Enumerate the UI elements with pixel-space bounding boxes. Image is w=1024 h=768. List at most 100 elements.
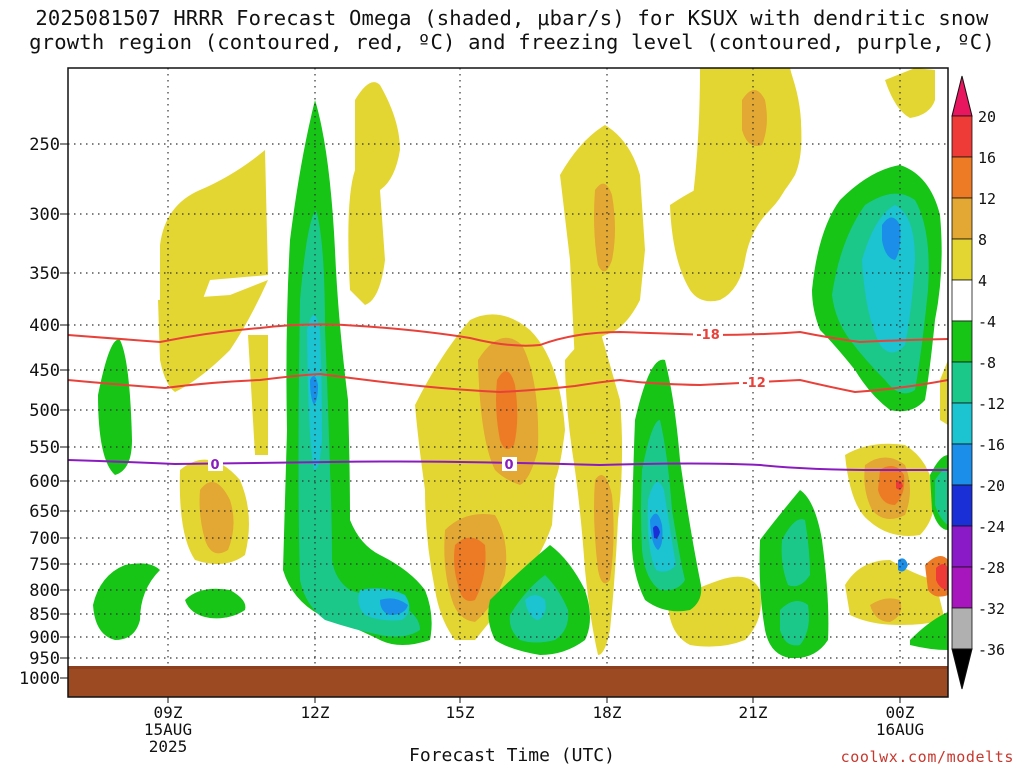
colorbar-label: -24 <box>978 518 1005 536</box>
upward-motion-shade <box>454 537 486 601</box>
colorbar-segment <box>951 361 973 404</box>
colorbar-arrow-bottom <box>951 648 973 690</box>
colorbar-segment <box>951 238 973 281</box>
x-tick-label: 16AUG <box>876 720 924 739</box>
y-tick-label: 800 <box>29 581 60 601</box>
colorbar-segment <box>951 115 973 158</box>
y-tick-label: 350 <box>29 264 60 284</box>
upward-motion-shade <box>878 466 905 505</box>
colorbar-segment <box>951 279 973 322</box>
colorbar-segment <box>951 525 973 568</box>
colorbar-label: -28 <box>978 559 1005 577</box>
upward-motion-shade <box>688 68 802 299</box>
contour-label: -18 <box>696 328 720 343</box>
upward-motion-shade <box>742 90 767 146</box>
x-tick-label: 15Z <box>446 703 475 722</box>
plot-frame <box>67 67 949 698</box>
chart-title: 2025081507 HRRR Forecast Omega (shaded, … <box>0 6 1024 54</box>
colorbar-label: -36 <box>978 641 1005 659</box>
colorbar-label: -20 <box>978 477 1005 495</box>
grid-lines <box>68 68 948 666</box>
colorbar-label: -8 <box>978 354 996 372</box>
downward-motion-shade <box>310 376 318 405</box>
upward-motion-shade <box>348 82 400 305</box>
colorbar-segment <box>951 566 973 609</box>
x-tick-label: 09Z <box>154 703 183 722</box>
y-tick-label: 700 <box>29 529 60 549</box>
upward-motion-shade <box>845 560 945 625</box>
upward-motion-shade <box>160 150 268 320</box>
upward-motion-shade <box>594 183 615 272</box>
contour-line-minus-12 <box>67 372 949 394</box>
y-tick-label: 500 <box>29 401 60 421</box>
title-line-1: 2025081507 HRRR Forecast Omega (shaded, … <box>35 6 989 30</box>
y-tick-label: 1000 <box>19 669 60 689</box>
x-tick-label: 12Z <box>301 703 330 722</box>
x-tick-label: 15AUG <box>144 720 192 739</box>
colorbar-segment <box>951 320 973 363</box>
y-tick-label: 250 <box>29 135 60 155</box>
downward-motion-shade <box>882 217 901 260</box>
x-tick-label: 00Z <box>886 703 915 722</box>
upward-motion-shade <box>940 360 948 425</box>
downward-motion-shade <box>93 563 160 640</box>
x-tick-label: 18Z <box>593 703 622 722</box>
colorbar-segment <box>951 607 973 650</box>
x-tick-label: 21Z <box>739 703 768 722</box>
y-tick-label: 750 <box>29 555 60 575</box>
credit-label: coolwx.com/modelts <box>840 748 1014 766</box>
downward-motion-shade <box>780 601 809 646</box>
y-tick-label: 300 <box>29 205 60 225</box>
y-tick-label: 400 <box>29 316 60 336</box>
upward-motion-shade <box>896 480 903 490</box>
colorbar-label: -12 <box>978 395 1005 413</box>
colorbar: 20 16 12 8 4 -4 -8 -12 -16 -20 -24 -28 -32 -36 <box>951 75 1005 690</box>
colorbar-segment <box>951 197 973 240</box>
upward-motion-shade <box>248 335 268 455</box>
upward-motion-shade <box>158 280 268 392</box>
contours: -18 -12 0 0 <box>67 323 949 473</box>
upward-motion-shade <box>936 564 948 590</box>
contour-label: -12 <box>742 376 766 391</box>
ground-strip <box>68 666 948 697</box>
x-axis-title: Forecast Time (UTC) <box>409 745 615 766</box>
colorbar-arrow-top <box>951 75 973 117</box>
upward-motion-shade <box>885 68 935 118</box>
downward-motion-shade <box>298 210 420 637</box>
downward-motion-shade <box>898 558 908 572</box>
x-tick-label: 2025 <box>149 737 188 756</box>
y-tick-label: 450 <box>29 361 60 381</box>
downward-motion-shade <box>380 598 408 615</box>
colorbar-segment <box>951 484 973 527</box>
downward-motion-shade <box>653 525 660 539</box>
colorbar-segment <box>951 156 973 199</box>
contour-line-minus-18 <box>67 323 949 347</box>
downward-motion-shade <box>781 519 810 587</box>
y-tick-label: 950 <box>29 649 60 669</box>
colorbar-label: -32 <box>978 600 1005 618</box>
colorbar-label: 8 <box>978 231 987 249</box>
y-axis: 250 300 350 400 450 500 550 600 650 700 750 800 850 9… <box>19 135 68 689</box>
colorbar-label: 12 <box>978 190 996 208</box>
downward-motion-shade <box>910 612 948 650</box>
y-tick-label: 600 <box>29 472 60 492</box>
y-tick-label: 900 <box>29 628 60 648</box>
colorbar-label: 20 <box>978 108 996 126</box>
colorbar-segment <box>951 443 973 486</box>
title-line-2: growth region (contoured, red, ºC) and f… <box>29 30 995 54</box>
y-tick-label: 650 <box>29 502 60 522</box>
colorbar-label: -16 <box>978 436 1005 454</box>
colorbar-label: 4 <box>978 272 987 290</box>
y-tick-label: 850 <box>29 605 60 625</box>
colorbar-label: 16 <box>978 149 996 167</box>
contour-label: 0 <box>504 458 513 473</box>
downward-motion-shade <box>862 205 915 353</box>
downward-motion-shade <box>185 588 246 619</box>
upward-motion-shade <box>594 475 614 584</box>
y-tick-label: 550 <box>29 438 60 458</box>
contour-label: 0 <box>210 458 219 473</box>
colorbar-label: -4 <box>978 313 996 331</box>
omega-shading <box>93 68 948 659</box>
